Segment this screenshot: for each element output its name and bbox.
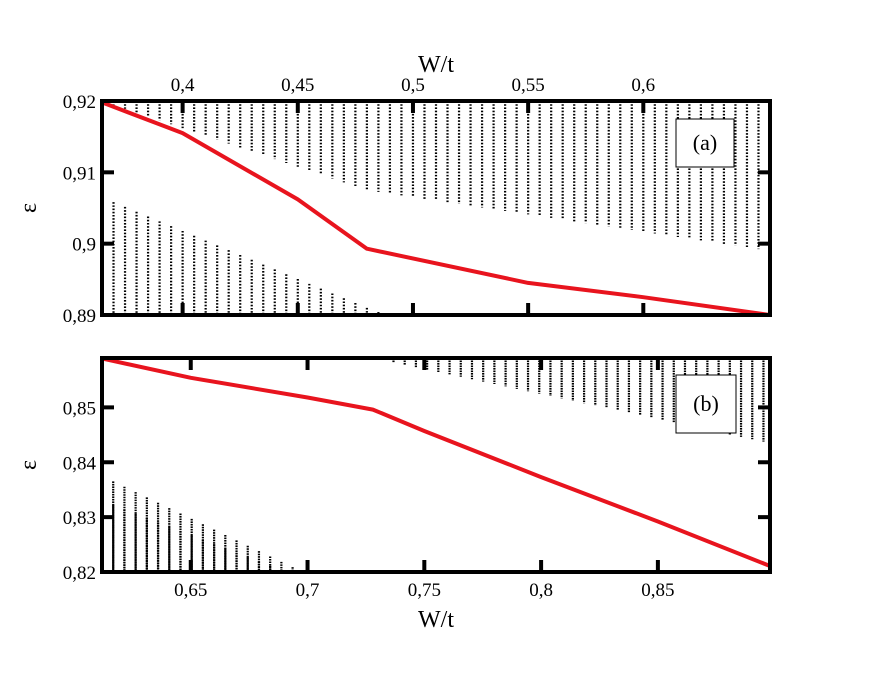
x-tick-label: 0,6 (631, 75, 655, 96)
panel-a: (a) 0,4 0,45 0,5 0,55 0,6 0,89 0,9 0,91 0,92 W/t ε (16, 52, 772, 327)
y-tick-label: 0,84 (63, 453, 97, 474)
x-tick-label: 0,8 (529, 580, 553, 601)
y-tick-label: 0,91 (63, 163, 96, 184)
panel-label-box (675, 118, 735, 168)
x-tick-label: 0,55 (512, 75, 545, 96)
dot-columns (102, 358, 765, 572)
y-tick-label: 0,89 (63, 306, 96, 327)
y-tick-label: 0,9 (72, 235, 96, 256)
y-tick-label: 0,85 (63, 398, 96, 419)
series-line (102, 358, 770, 568)
panel-label: (a) (693, 130, 717, 155)
plot-frame (100, 356, 772, 574)
plot-frame (100, 99, 772, 317)
panel-b: (b) 0,65 0,7 0,75 0,8 0,85 0,82 0,83 0,84 0,85 W/t… (16, 356, 772, 633)
x-tick-label: 0,85 (641, 580, 674, 601)
x-tick-label: 0,65 (174, 580, 207, 601)
panel-label: (b) (693, 391, 719, 416)
panel-label-box (675, 374, 737, 434)
y-axis-title: ε (16, 203, 42, 213)
x-axis-title: W/t (418, 607, 454, 633)
x-tick-label: 0,45 (281, 75, 314, 96)
x-axis-title: W/t (418, 52, 454, 78)
y-tick-label: 0,83 (63, 508, 96, 529)
y-axis-title: ε (16, 460, 42, 470)
y-tick-label: 0,92 (63, 92, 96, 113)
y-tick-label: 0,82 (63, 563, 96, 584)
x-tick-label: 0,4 (171, 75, 195, 96)
x-tick-label: 0,75 (408, 580, 441, 601)
x-tick-label: 0,7 (296, 580, 320, 601)
x-tick-label: 0,5 (401, 75, 425, 96)
series-line (102, 101, 770, 315)
dot-columns (102, 101, 760, 315)
